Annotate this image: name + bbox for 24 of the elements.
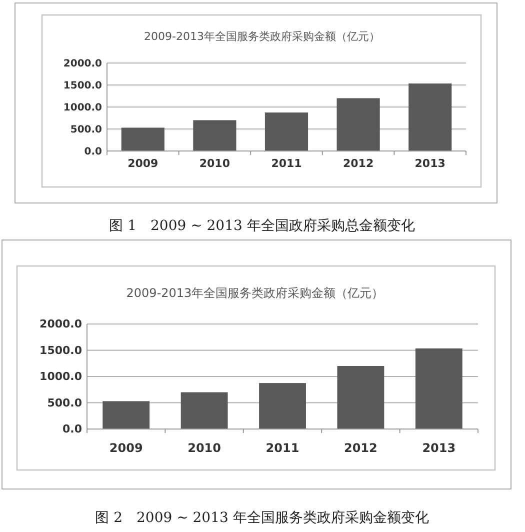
x-tick-label: 2013 <box>422 441 456 455</box>
caption: 图 1 2009 ~ 2013 年全国政府采购总金额变化 <box>109 218 415 234</box>
y-tick-label: 500.0 <box>47 396 82 410</box>
x-tick-label: 2011 <box>266 441 300 455</box>
x-tick-label: 2012 <box>342 157 374 170</box>
x-tick-label: 2013 <box>414 157 446 170</box>
y-tick-label: 500.0 <box>70 124 102 136</box>
x-tick-label: 2012 <box>344 441 378 455</box>
y-tick-label: 1000.0 <box>40 370 82 383</box>
x-tick-label: 2009 <box>128 157 158 170</box>
chart-title: 2009-2013年全国服务类政府采购金额（亿元） <box>144 30 380 43</box>
x-tick-label: 2010 <box>188 441 222 455</box>
y-tick-label: 0.0 <box>62 422 82 436</box>
chart-title: 2009-2013年全国服务类政府采购金额（亿元） <box>126 286 384 300</box>
y-tick-label: 1500.0 <box>63 80 102 92</box>
caption: 图 2 2009 ~ 2013 年全国服务类政府采购金额变化 <box>95 510 429 526</box>
y-tick-label: 2000.0 <box>40 318 82 330</box>
x-tick-label: 2010 <box>199 157 230 170</box>
y-tick-label: 2000.0 <box>63 58 102 70</box>
y-tick-label: 0.0 <box>84 146 102 158</box>
x-tick-label: 2011 <box>271 157 302 170</box>
y-tick-label: 1000.0 <box>63 102 102 114</box>
x-tick-label: 2009 <box>109 441 143 455</box>
y-tick-label: 1500.0 <box>40 344 82 357</box>
